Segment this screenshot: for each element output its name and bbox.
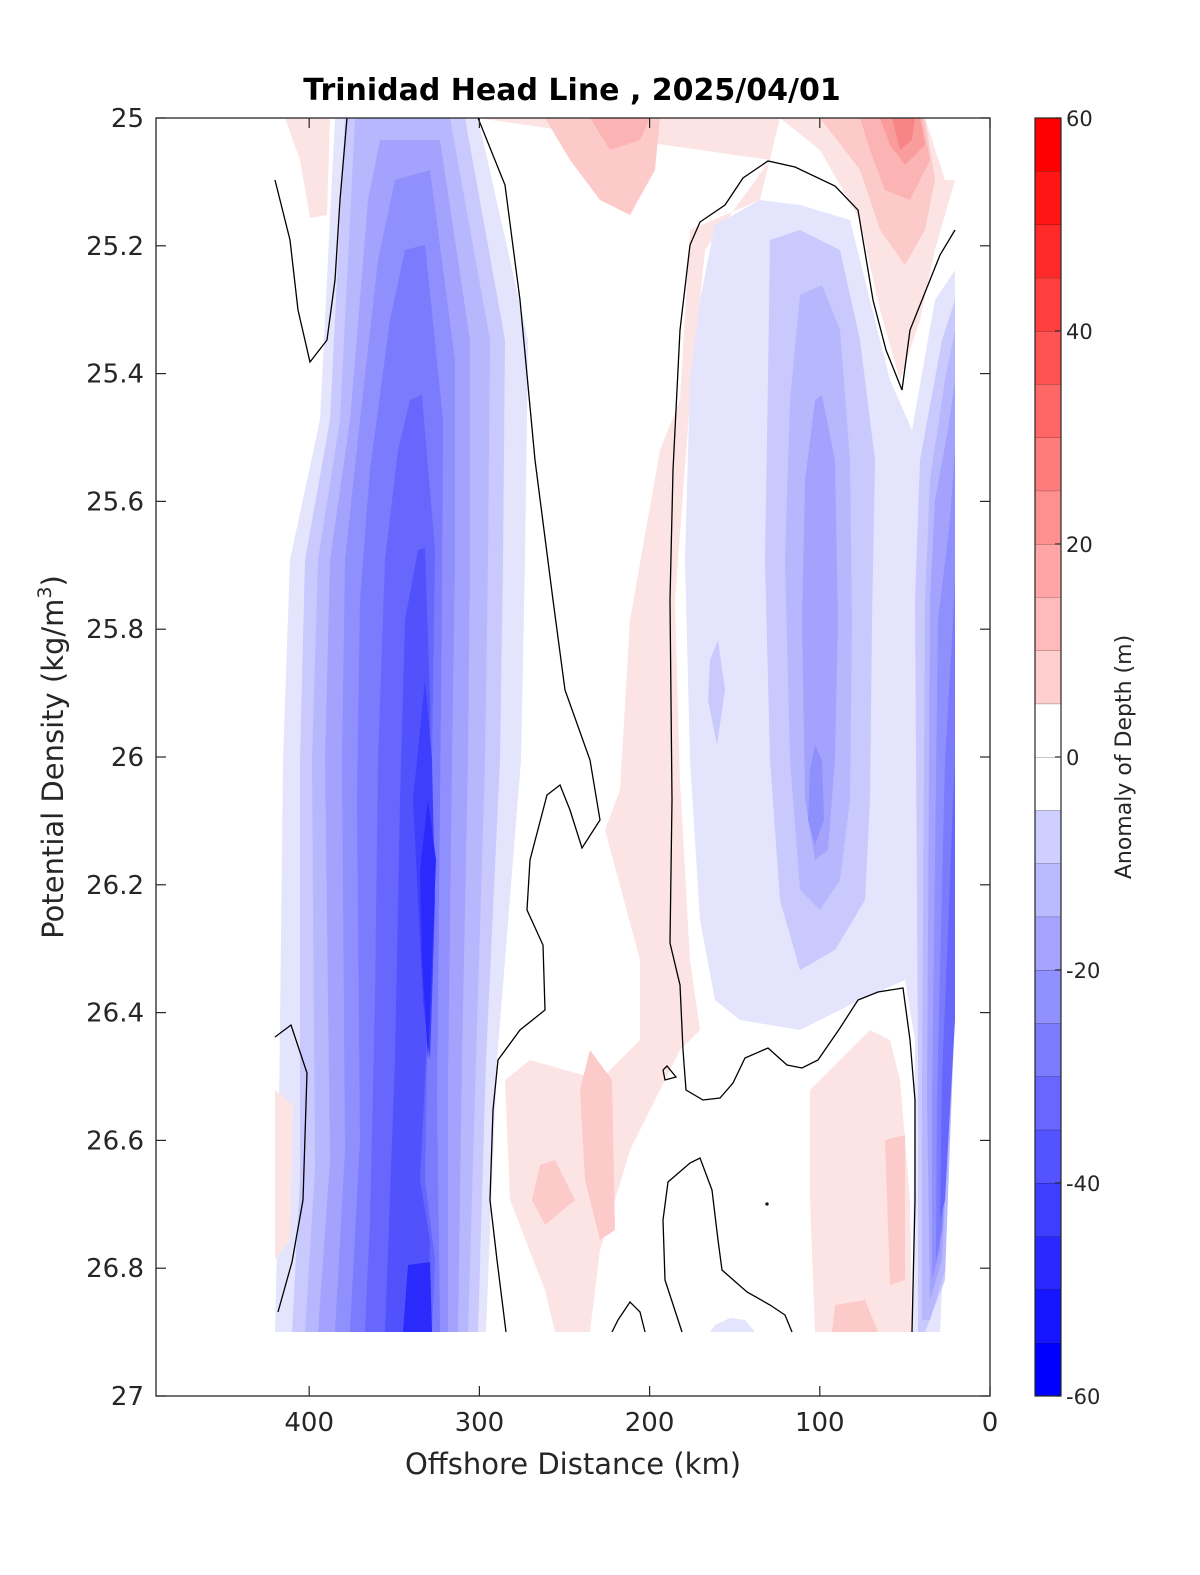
colorbar-segment	[1035, 437, 1061, 491]
colorbar-segment	[1035, 384, 1061, 438]
y-tick-label: 25	[111, 104, 144, 134]
y-tick-label: 26.4	[86, 999, 144, 1029]
x-tick-label: 300	[455, 1408, 505, 1438]
y-tick-label: 25.8	[86, 615, 144, 645]
inner-negative-level-25	[808, 745, 824, 845]
y-tick-label: 25.2	[86, 232, 144, 262]
x-tick-label: 400	[284, 1408, 334, 1438]
zero-contour-7	[662, 1157, 793, 1333]
colorbar-segment	[1035, 916, 1061, 970]
y-axis-label-close: )	[36, 575, 70, 586]
colorbar: 60 40 20 0 -20 -40 -60	[1034, 107, 1100, 1409]
inner-negative-level-10b	[708, 640, 725, 745]
x-tick-label: 0	[982, 1408, 999, 1438]
middle-positive-level-10c	[532, 1160, 575, 1225]
zero-contour-4	[901, 229, 956, 391]
zero-contours	[274, 118, 956, 1333]
left-edge-positive-top	[285, 118, 330, 218]
lower-positive-level-5	[810, 1030, 912, 1332]
colorbar-tick-label: 60	[1066, 107, 1093, 131]
colorbar-segment	[1035, 1129, 1061, 1183]
bottom-small-negative	[710, 1318, 755, 1332]
colorbar-segment	[1035, 1236, 1061, 1290]
y-tick-label: 25.6	[86, 487, 144, 517]
colorbar-segment	[1035, 118, 1061, 172]
zero-contour-1	[274, 118, 348, 364]
outer-negative-level-50	[420, 800, 436, 1060]
colorbar-tick-label: -40	[1066, 1172, 1100, 1196]
colorbar-tick-label: 20	[1066, 533, 1093, 557]
colorbar-label: Anomaly of Depth (m)	[1112, 635, 1137, 879]
colorbar-tick-label: -20	[1066, 959, 1100, 983]
colorbar-segment	[1035, 863, 1061, 917]
colorbar-tick-label: -60	[1066, 1385, 1100, 1409]
colorbar-segment	[1035, 703, 1061, 757]
y-tick-label: 26	[111, 743, 144, 773]
colorbar-segment	[1035, 757, 1061, 811]
y-tick-label: 25.4	[86, 360, 144, 390]
middle-positive-level-5	[478, 118, 780, 1332]
y-tick-label: 26.6	[86, 1126, 144, 1156]
colorbar-tick-label: 0	[1066, 746, 1079, 770]
y-tick-label: 27	[111, 1382, 144, 1412]
colorbar-segment	[1035, 810, 1061, 864]
outer-negative-level-50b	[403, 1262, 432, 1332]
zero-contour-2	[477, 118, 601, 1333]
left-edge-positive	[275, 1090, 293, 1260]
colorbar-segment	[1035, 544, 1061, 598]
surface-positive-level-25	[892, 118, 915, 150]
colorbar-segment	[1035, 490, 1061, 544]
x-tick-label: 100	[795, 1408, 845, 1438]
colorbar-tick-label: 40	[1066, 320, 1093, 344]
colorbar-segment	[1035, 1342, 1061, 1396]
colorbar-segment	[1035, 970, 1061, 1024]
zero-contour-6	[662, 1065, 678, 1081]
colorbar-segment	[1035, 1076, 1061, 1130]
chart-title: Trinidad Head Line , 2025/04/01	[303, 73, 840, 108]
axis-ticks: 400 300 200 100 0 25 25.2 25.4 25.6 25.8 26 26.2 26.…	[86, 104, 998, 1438]
plot-area: 400 300 200 100 0 25 25.2 25.4 25.6 25.8 26 26.2 26.…	[86, 104, 998, 1438]
colorbar-segment	[1035, 171, 1061, 225]
lower-positive-level-10b	[885, 1135, 905, 1285]
colorbar-segment	[1035, 224, 1061, 278]
y-tick-label: 26.8	[86, 1254, 144, 1284]
zero-contour-dot	[765, 1202, 769, 1206]
colorbar-segment	[1035, 1183, 1061, 1237]
zero-contour-8	[611, 1300, 646, 1333]
y-tick-label: 26.2	[86, 871, 144, 901]
colorbar-segment	[1035, 331, 1061, 385]
colorbar-segment	[1035, 277, 1061, 331]
anomaly-field	[275, 118, 955, 1332]
colorbar-segment	[1035, 1289, 1061, 1343]
colorbar-segment	[1035, 650, 1061, 704]
coastal-negative-level-35	[940, 760, 955, 1220]
lower-positive-level-10	[832, 1300, 878, 1332]
y-axis-label: Potential Density (kg/m3)	[34, 575, 70, 939]
colorbar-segment	[1035, 1023, 1061, 1077]
zero-contour-5	[274, 1023, 308, 1313]
y-axis-label-superscript: 3	[34, 586, 56, 598]
middle-positive-level-15	[590, 118, 650, 150]
x-axis-label: Offshore Distance (km)	[405, 1447, 741, 1481]
y-axis-label-main: Potential Density (kg/m	[36, 599, 70, 939]
inner-negative-level-20	[802, 395, 838, 860]
zero-contour-3	[669, 160, 916, 1333]
colorbar-segment	[1035, 597, 1061, 651]
middle-positive-level-10b	[580, 1050, 615, 1240]
x-tick-label: 200	[625, 1408, 675, 1438]
